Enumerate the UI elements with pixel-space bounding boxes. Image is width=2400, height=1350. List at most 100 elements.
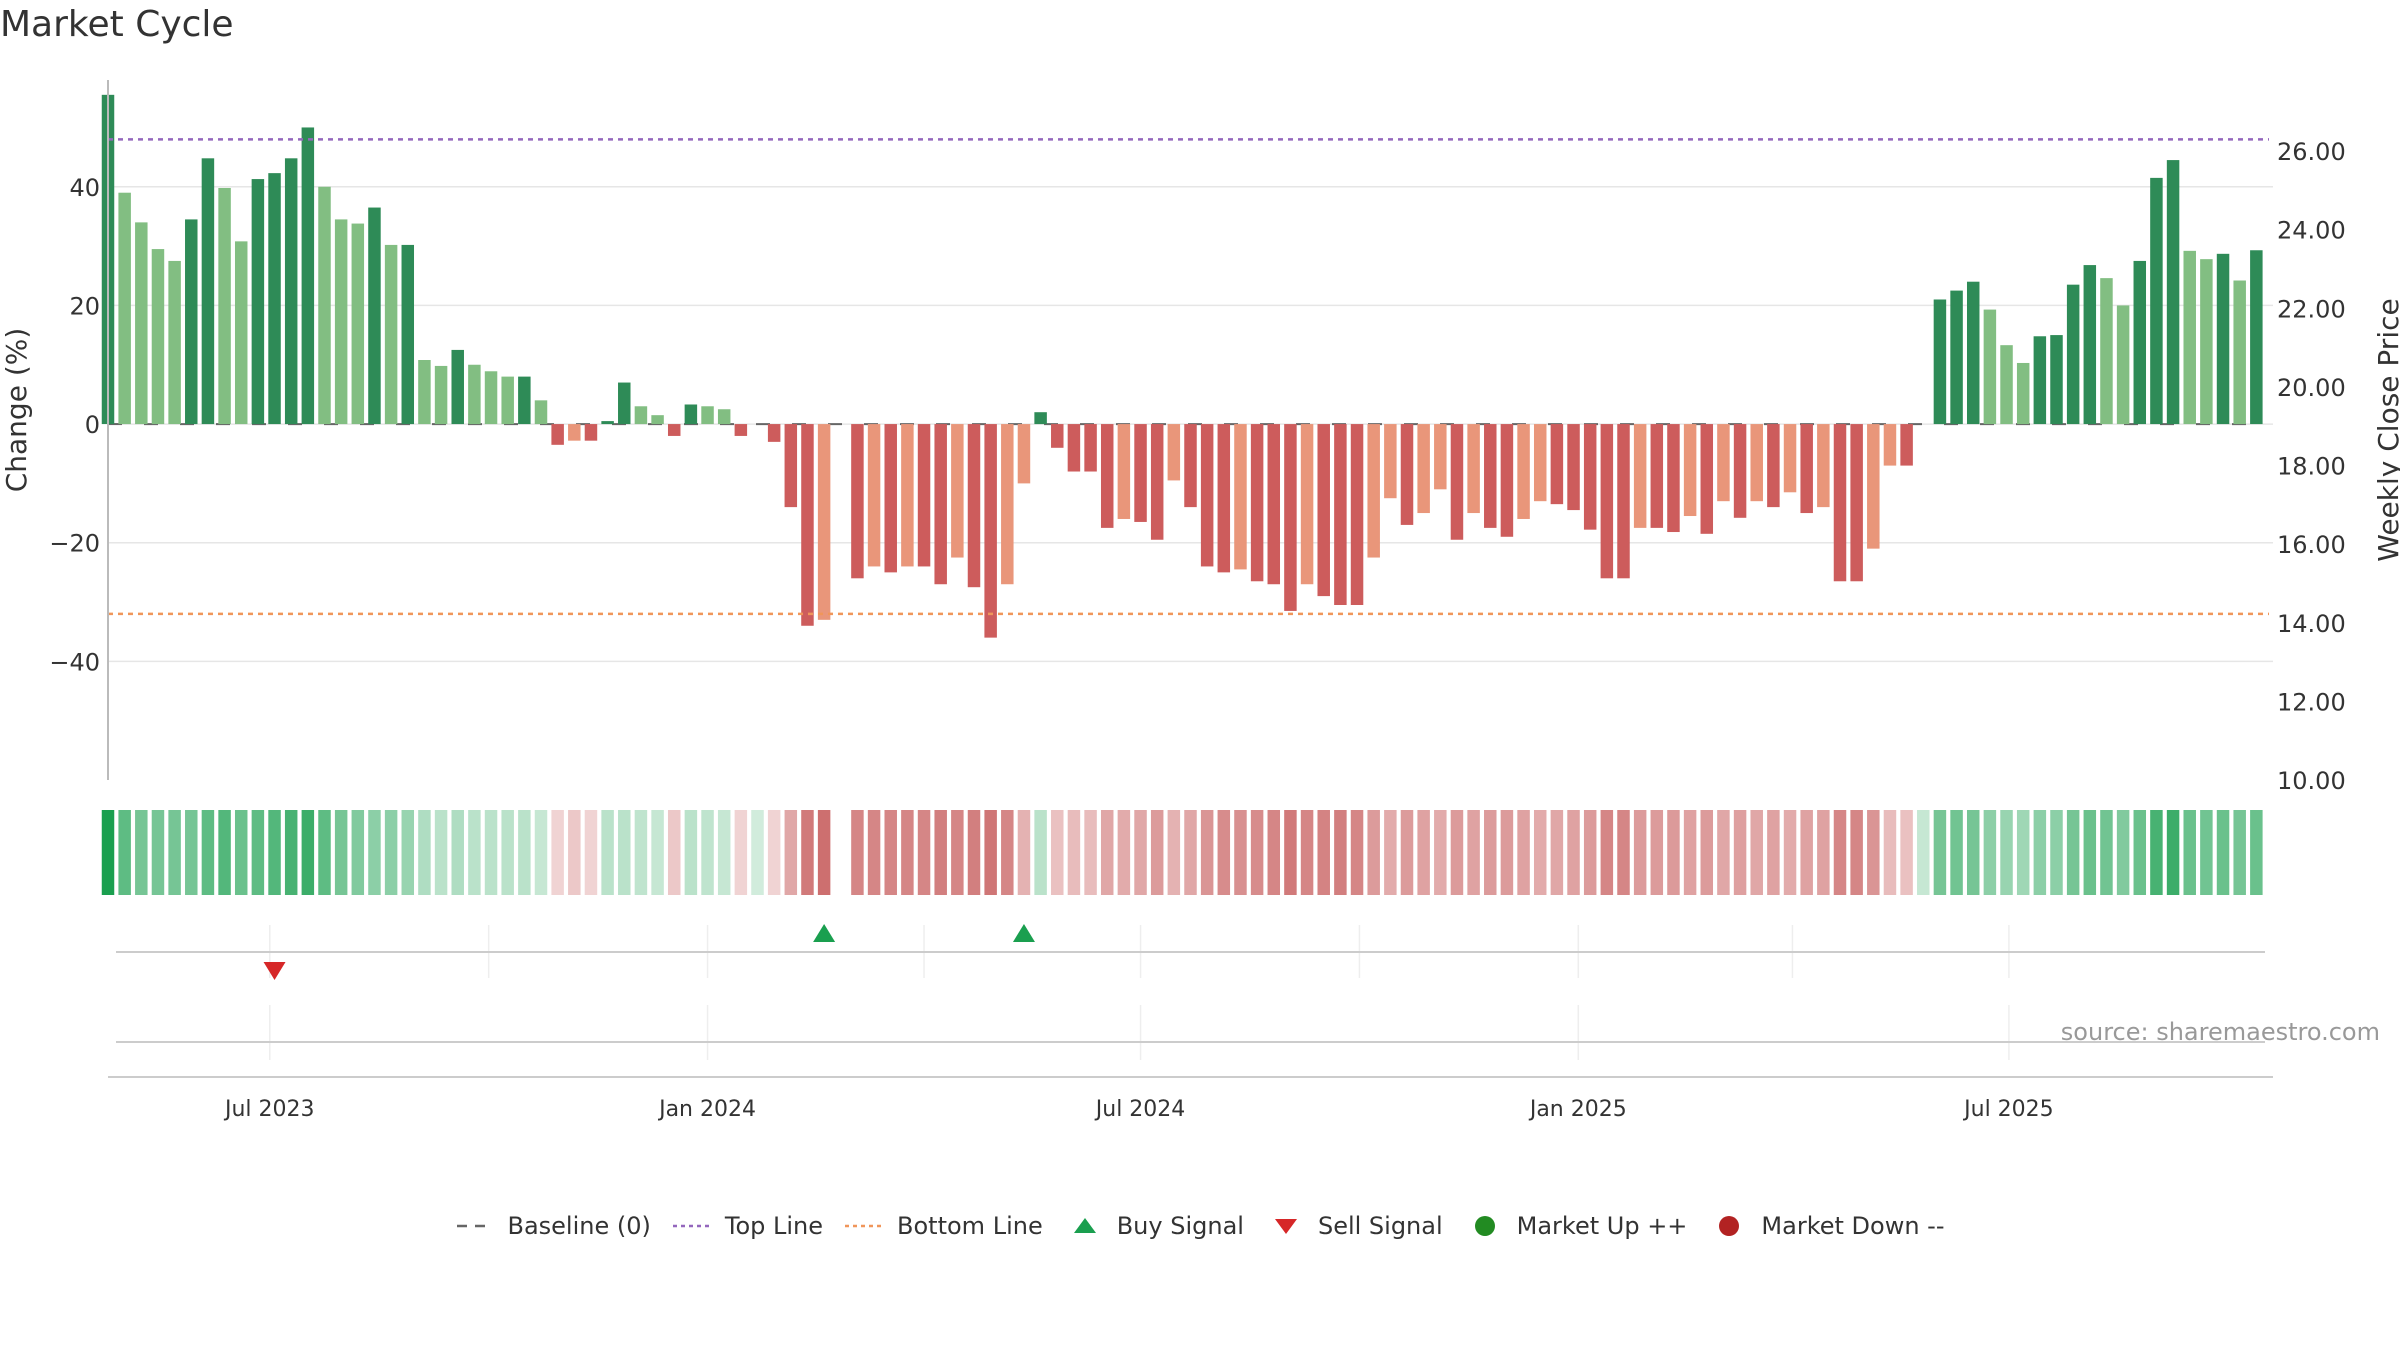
intensity-cell bbox=[2233, 810, 2246, 895]
change-bar bbox=[1633, 424, 1647, 528]
change-bar bbox=[951, 424, 964, 558]
change-bar bbox=[1500, 424, 1514, 537]
intensity-cell bbox=[1400, 810, 1414, 895]
intensity-cell bbox=[2050, 810, 2063, 895]
change-bar bbox=[301, 127, 315, 425]
intensity-cell bbox=[2200, 810, 2213, 895]
y2-tick-label: 12.00 bbox=[2277, 688, 2346, 716]
intensity-cell bbox=[2116, 810, 2130, 895]
change-bar bbox=[185, 219, 198, 425]
change-bar bbox=[2200, 259, 2213, 425]
intensity-cell bbox=[1850, 810, 1863, 895]
intensity-strip bbox=[101, 810, 2263, 895]
intensity-cell bbox=[767, 810, 781, 895]
intensity-cell bbox=[851, 810, 864, 895]
change-bar bbox=[1234, 424, 1247, 570]
change-bar bbox=[2216, 253, 2230, 425]
x-tick-label: Jan 2024 bbox=[657, 1097, 756, 1122]
legend-label: Market Up ++ bbox=[1516, 1212, 1688, 1240]
change-bar bbox=[1300, 424, 1314, 585]
intensity-cell bbox=[568, 810, 581, 895]
legend-label: Sell Signal bbox=[1317, 1212, 1443, 1240]
intensity-cell bbox=[1867, 810, 1880, 895]
dotted-line-icon bbox=[845, 1224, 886, 1228]
change-bar bbox=[334, 219, 348, 425]
buy-signal-marker bbox=[813, 924, 836, 942]
change-bar bbox=[1200, 424, 1214, 567]
intensity-cell bbox=[1367, 810, 1380, 895]
y2-tick-label: 10.00 bbox=[2277, 767, 2346, 795]
intensity-cell bbox=[1550, 810, 1564, 895]
intensity-cell bbox=[717, 810, 731, 895]
change-bar bbox=[1367, 424, 1380, 558]
change-bar bbox=[1867, 424, 1880, 549]
change-bar bbox=[218, 187, 231, 425]
change-bar bbox=[1467, 424, 1480, 514]
y-tick-label: −40 bbox=[49, 648, 100, 676]
dot-icon bbox=[1719, 1216, 1740, 1236]
intensity-cell bbox=[2000, 810, 2013, 895]
intensity-cell bbox=[734, 810, 748, 895]
intensity-cell bbox=[1933, 810, 1947, 895]
change-bar bbox=[2066, 284, 2080, 425]
intensity-cell bbox=[1767, 810, 1780, 895]
intensity-cell bbox=[384, 810, 398, 895]
change-bar bbox=[1417, 424, 1430, 514]
intensity-cell bbox=[917, 810, 931, 895]
intensity-cell bbox=[1017, 810, 1031, 895]
intensity-cell bbox=[135, 810, 148, 895]
dotted-line-icon bbox=[672, 1224, 713, 1228]
intensity-cell bbox=[2250, 810, 2263, 895]
change-bar bbox=[1767, 424, 1780, 508]
intensity-cell bbox=[334, 810, 348, 895]
change-bar bbox=[618, 382, 631, 425]
buy-signal-marker bbox=[1012, 924, 1035, 942]
change-bar bbox=[1317, 424, 1330, 597]
sell-signal-marker bbox=[263, 962, 286, 980]
intensity-cell bbox=[618, 810, 631, 895]
intensity-cell bbox=[268, 810, 281, 895]
intensity-cell bbox=[1167, 810, 1181, 895]
intensity-cell bbox=[1783, 810, 1797, 895]
intensity-cell bbox=[451, 810, 464, 895]
intensity-cell bbox=[1733, 810, 1747, 895]
change-bar bbox=[1117, 424, 1131, 519]
change-bar bbox=[551, 424, 564, 445]
intensity-cell bbox=[1467, 810, 1480, 895]
intensity-cell bbox=[218, 810, 231, 895]
y2-tick-label: 14.00 bbox=[2277, 610, 2346, 638]
intensity-cell bbox=[601, 810, 614, 895]
legend-item: Buy Signal bbox=[1065, 1212, 1244, 1240]
change-bar bbox=[568, 424, 581, 441]
intensity-cell bbox=[817, 810, 831, 895]
change-bar bbox=[717, 409, 731, 425]
change-bar bbox=[684, 404, 698, 425]
intensity-cell bbox=[2133, 810, 2147, 895]
intensity-cell bbox=[2066, 810, 2080, 895]
change-bar bbox=[1167, 424, 1181, 481]
intensity-cell bbox=[1434, 810, 1447, 895]
intensity-cell bbox=[1084, 810, 1097, 895]
y2-tick-label: 24.00 bbox=[2277, 217, 2346, 245]
change-bar bbox=[767, 424, 781, 442]
x-tick-label: Jul 2024 bbox=[1094, 1097, 1186, 1122]
change-bar bbox=[1434, 424, 1447, 490]
intensity-cell bbox=[751, 810, 764, 895]
intensity-cell bbox=[1883, 810, 1897, 895]
intensity-cell bbox=[1833, 810, 1847, 895]
intensity-cell bbox=[651, 810, 664, 895]
change-bar bbox=[2250, 250, 2263, 425]
legend-item: Baseline (0) bbox=[455, 1212, 651, 1240]
change-bar bbox=[634, 406, 648, 425]
change-bars bbox=[101, 94, 2269, 638]
change-bar bbox=[1284, 424, 1297, 611]
intensity-cell bbox=[784, 810, 798, 895]
y2-tick-label: 20.00 bbox=[2277, 374, 2346, 402]
change-bar bbox=[984, 424, 997, 638]
change-bar bbox=[1567, 424, 1580, 511]
y-tick-label: 20 bbox=[69, 292, 100, 320]
intensity-cell bbox=[1450, 810, 1464, 895]
intensity-cell bbox=[1034, 810, 1047, 895]
change-bar bbox=[1084, 424, 1097, 472]
